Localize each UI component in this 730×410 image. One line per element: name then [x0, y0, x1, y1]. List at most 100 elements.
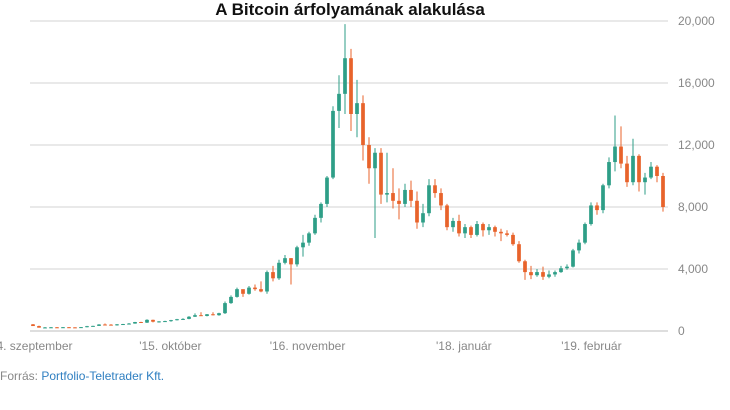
candle-up — [565, 266, 569, 269]
candle-up — [307, 233, 311, 243]
candle-down — [661, 176, 665, 207]
chart-title: A Bitcoin árfolyamának alakulása — [215, 0, 485, 19]
candle-down — [511, 234, 515, 245]
candle-up — [229, 296, 233, 304]
candle-down — [109, 324, 113, 326]
candle-down — [595, 205, 599, 211]
candle-down — [445, 205, 449, 228]
y-axis-ticks: 0 4,000 8,000 12,000 16,000 20,000 — [678, 14, 715, 338]
candle-up — [97, 324, 101, 326]
y-tick-label: 8,000 — [678, 200, 708, 214]
candle-up — [181, 318, 185, 320]
candle-up — [631, 155, 635, 183]
candle-up — [145, 319, 149, 323]
candle-down — [367, 145, 371, 169]
candle-up — [553, 272, 557, 275]
candle-up — [175, 319, 179, 321]
x-tick-label: '19. február — [561, 339, 621, 353]
x-tick-label: '18. január — [436, 339, 492, 353]
source-label: Forrás: — [0, 369, 39, 383]
candle-up — [421, 213, 425, 223]
candle-up — [535, 272, 539, 276]
candle-down — [619, 146, 623, 164]
candle-up — [115, 324, 119, 326]
candle-up — [403, 189, 407, 204]
candle-up — [193, 315, 197, 317]
candle-down — [433, 185, 437, 194]
candle-down — [637, 155, 641, 183]
candle-down — [253, 287, 257, 290]
candle-up — [187, 316, 191, 319]
candle-up — [313, 217, 317, 234]
candle-up — [247, 287, 251, 294]
candle-up — [643, 177, 647, 183]
candle-down — [379, 152, 383, 195]
source-link[interactable]: Portfolio-Teletrader Kft. — [41, 369, 165, 383]
candle-up — [385, 193, 389, 195]
candle-up — [475, 224, 479, 235]
candle-down — [349, 58, 353, 114]
x-tick-label: '16. november — [270, 339, 346, 353]
candle-up — [451, 220, 455, 228]
candles — [31, 24, 665, 329]
candle-up — [85, 326, 89, 328]
candle-up — [265, 272, 269, 292]
candlestick-chart: 0 4,000 8,000 12,000 16,000 20,000 '14. szept… — [0, 14, 715, 353]
candle-up — [571, 250, 575, 267]
candle-down — [139, 322, 143, 324]
candle-down — [457, 220, 461, 234]
candle-down — [67, 327, 71, 329]
candle-down — [505, 233, 509, 235]
candle-up — [295, 247, 299, 265]
candle-down — [259, 289, 263, 292]
candle-up — [649, 166, 653, 178]
x-tick-label: '15. október — [139, 339, 201, 353]
candle-up — [319, 203, 323, 218]
candle-down — [529, 272, 533, 276]
candle-up — [613, 146, 617, 163]
x-tick-label: '14. szeptember — [0, 339, 73, 353]
candle-down — [493, 227, 497, 232]
candle-down — [415, 200, 419, 223]
candle-down — [391, 193, 395, 201]
candle-down — [271, 272, 275, 279]
candle-up — [235, 289, 239, 297]
candle-up — [427, 185, 431, 214]
candle-up — [283, 258, 287, 263]
candle-down — [199, 315, 203, 317]
candle-up — [589, 205, 593, 225]
y-tick-label: 20,000 — [678, 14, 715, 28]
candle-down — [289, 258, 293, 265]
candle-down — [499, 231, 503, 234]
candle-up — [79, 327, 83, 329]
candle-up — [43, 327, 47, 329]
candle-up — [133, 322, 137, 324]
candle-down — [103, 324, 107, 326]
candle-up — [61, 327, 65, 329]
candle-down — [73, 327, 77, 329]
candle-down — [541, 272, 545, 277]
candle-down — [517, 244, 521, 262]
candle-up — [217, 313, 221, 316]
candle-up — [583, 224, 587, 243]
candle-up — [91, 325, 95, 327]
candle-down — [241, 289, 245, 294]
candle-up — [547, 274, 551, 277]
candle-down — [523, 261, 527, 273]
candle-up — [601, 185, 605, 211]
candle-up — [331, 110, 335, 178]
candle-up — [607, 162, 611, 186]
candle-down — [31, 324, 35, 327]
candle-up — [205, 314, 209, 316]
candle-up — [355, 103, 359, 114]
candle-down — [655, 166, 659, 176]
candle-up — [463, 227, 467, 234]
candle-up — [163, 321, 167, 323]
candle-up — [49, 327, 53, 329]
candle-up — [373, 152, 377, 169]
gridlines — [30, 20, 668, 332]
candle-down — [37, 326, 41, 328]
candle-down — [151, 319, 155, 322]
x-axis-ticks: '14. szeptember '15. október '16. november… — [0, 339, 622, 353]
